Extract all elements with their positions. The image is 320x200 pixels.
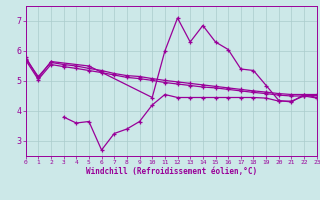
X-axis label: Windchill (Refroidissement éolien,°C): Windchill (Refroidissement éolien,°C) [86,167,257,176]
